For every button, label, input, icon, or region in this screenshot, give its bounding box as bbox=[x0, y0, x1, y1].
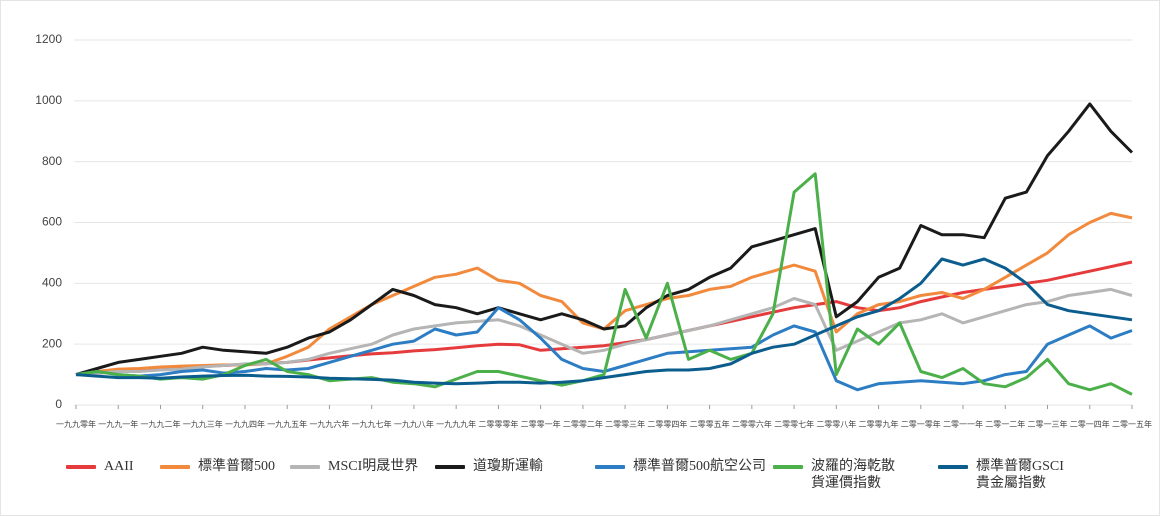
x-tick-label: 二零零九年 bbox=[859, 419, 899, 429]
x-tick-label: 一九九六年 bbox=[309, 419, 349, 429]
y-tick-label: 800 bbox=[42, 154, 62, 168]
legend-item: 標準普爾GSCI貴金屬指數 bbox=[938, 458, 1066, 492]
series-line bbox=[75, 172, 1133, 396]
x-tick-label: 一九九七年 bbox=[352, 419, 392, 429]
legend-swatch bbox=[773, 465, 803, 469]
x-tick-label: 一九九四年 bbox=[225, 419, 265, 429]
legend-item: MSCI明晟世界 bbox=[290, 458, 418, 475]
x-tick-label: 二零一四年 bbox=[1070, 419, 1110, 429]
legend-label: 標準普爾500航空公司 bbox=[633, 459, 766, 474]
legend-label: 波羅的海乾散貨運價指數 bbox=[811, 459, 895, 491]
x-tick-label: 二零一一年 bbox=[943, 419, 983, 429]
legend-swatch bbox=[435, 465, 465, 469]
legend-label: MSCI明晟世界 bbox=[328, 459, 419, 474]
x-tick-label: 一九九三年 bbox=[183, 419, 223, 429]
x-tick-label: 一九九八年 bbox=[394, 419, 434, 429]
x-tick-label: 一九九五年 bbox=[267, 419, 307, 429]
legend-item: AAII bbox=[66, 458, 134, 475]
y-tick-label: 400 bbox=[42, 276, 62, 290]
y-tick-label: 600 bbox=[42, 215, 62, 229]
legend-swatch bbox=[66, 465, 96, 469]
y-tick-label: 1000 bbox=[35, 93, 62, 107]
series-line bbox=[75, 257, 1133, 386]
legend-label: 標準普爾GSCI貴金屬指數 bbox=[976, 459, 1064, 491]
legend-swatch bbox=[290, 465, 320, 469]
x-tick-label: 二零零三年 bbox=[605, 419, 645, 429]
legend-item: 標準普爾500 bbox=[160, 458, 275, 475]
legend-label: 道瓊斯運輸 bbox=[473, 459, 543, 474]
legend-item: 道瓊斯運輸 bbox=[435, 458, 543, 475]
x-tick-label: 二零零一年 bbox=[521, 419, 561, 429]
legend-item: 波羅的海乾散貨運價指數 bbox=[773, 458, 901, 492]
x-tick-label: 二零一二年 bbox=[985, 419, 1025, 429]
y-tick-label: 1200 bbox=[35, 32, 62, 46]
x-tick-label: 二零零二年 bbox=[563, 419, 603, 429]
legend-swatch bbox=[160, 465, 190, 469]
x-tick-label: 一九九九年 bbox=[436, 419, 476, 429]
legend-label: AAII bbox=[104, 459, 134, 474]
x-tick-label: 一九九二年 bbox=[140, 419, 180, 429]
y-tick-label: 0 bbox=[55, 397, 62, 411]
x-tick-label: 二零零八年 bbox=[816, 419, 856, 429]
x-tick-label: 一九九零年 bbox=[56, 419, 96, 429]
series-line bbox=[75, 102, 1134, 377]
x-tick-label: 二零一零年 bbox=[901, 419, 941, 429]
legend-label: 標準普爾500 bbox=[198, 459, 275, 474]
x-tick-label: 二零一三年 bbox=[1028, 419, 1068, 429]
legend-item: 標準普爾500航空公司 bbox=[595, 458, 766, 475]
x-tick-label: 二零零六年 bbox=[732, 419, 772, 429]
x-tick-label: 二零零七年 bbox=[774, 419, 814, 429]
x-tick-label: 二零一五年 bbox=[1112, 419, 1152, 429]
x-tick-label: 二零零五年 bbox=[690, 419, 730, 429]
legend-swatch bbox=[938, 465, 968, 469]
legend-swatch bbox=[595, 465, 625, 469]
x-tick-label: 二零零四年 bbox=[647, 419, 687, 429]
x-tick-label: 一九九一年 bbox=[98, 419, 138, 429]
y-tick-label: 200 bbox=[42, 336, 62, 350]
x-tick-label: 二零零零年 bbox=[478, 419, 518, 429]
